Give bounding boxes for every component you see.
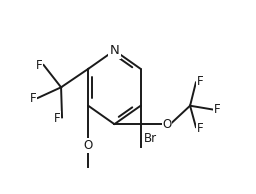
Text: F: F xyxy=(35,59,42,73)
Text: O: O xyxy=(84,139,93,152)
Text: F: F xyxy=(54,112,60,125)
Text: F: F xyxy=(214,103,221,116)
Text: F: F xyxy=(196,121,203,135)
Text: O: O xyxy=(162,118,172,131)
Text: F: F xyxy=(30,92,36,106)
Text: N: N xyxy=(110,44,119,57)
Text: Br: Br xyxy=(144,132,157,145)
Text: F: F xyxy=(196,75,203,88)
